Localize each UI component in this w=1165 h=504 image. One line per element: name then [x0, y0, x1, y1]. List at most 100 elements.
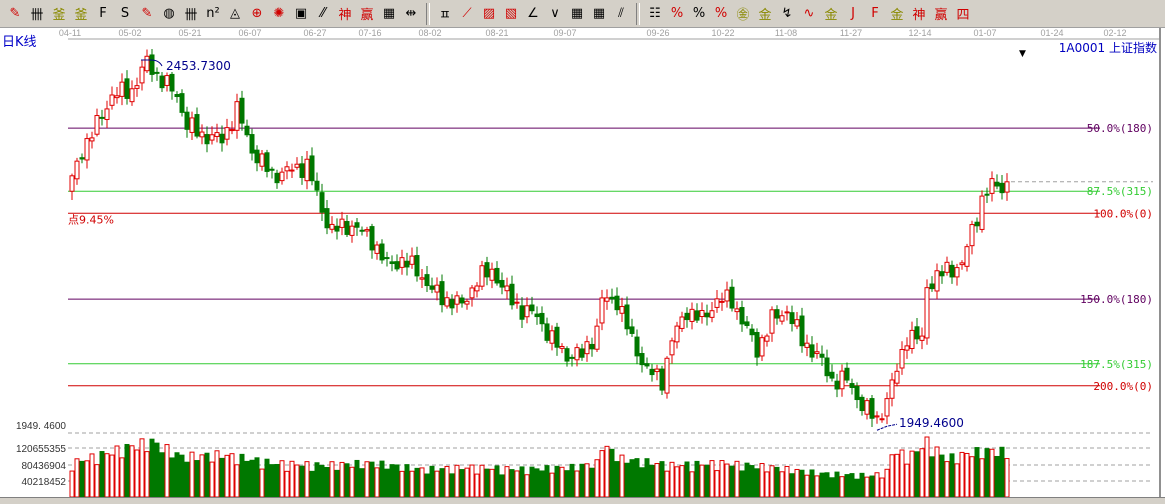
fibonacci-icon[interactable]: F — [99, 6, 107, 21]
volume-bar-up — [419, 467, 425, 497]
angle-icon[interactable]: ∠ — [527, 6, 539, 21]
percent-lines-icon[interactable]: % — [714, 6, 728, 21]
grid-lines-icon[interactable]: 卌 — [30, 8, 44, 23]
volume-bar-down — [424, 473, 430, 497]
list-icon[interactable]: ☷ — [649, 6, 661, 21]
candle-down — [824, 357, 830, 377]
volume-bar-up — [669, 461, 675, 497]
stock-code-name[interactable]: 1A0001 上证指数 — [1058, 41, 1157, 55]
j-angle-icon[interactable]: J — [851, 6, 855, 21]
volume-bar-up — [594, 459, 600, 497]
candle-down — [384, 257, 390, 260]
target-icon[interactable]: ⊕ — [251, 6, 263, 21]
candle-down — [509, 283, 515, 306]
n-squared-icon[interactable]: n² — [206, 6, 220, 21]
god-icon[interactable]: 神 — [338, 8, 352, 23]
triangle-icon[interactable]: ◬ — [230, 6, 240, 21]
candle-up — [1004, 181, 1010, 193]
volume-bar-up — [454, 464, 460, 497]
volume-bar-up — [259, 468, 265, 497]
volume-bar-down — [634, 458, 640, 497]
win-angle-icon[interactable]: 赢 — [934, 8, 948, 23]
volume-axis-label: 120655355 — [16, 444, 66, 455]
four-angle-icon[interactable]: 四 — [956, 8, 970, 23]
candle-down — [99, 116, 105, 119]
god-angle-icon[interactable]: 神 — [912, 8, 926, 23]
gold-box-icon[interactable]: 金 — [824, 8, 838, 23]
zigzag-icon[interactable]: ∨ — [550, 6, 560, 21]
gold-split-icon[interactable]: 釜 — [74, 8, 88, 23]
date-tick: 08-21 — [485, 28, 508, 38]
fan-icon[interactable]: ⟋ — [462, 6, 472, 21]
volume-bar-down — [639, 467, 645, 497]
candle-down — [914, 326, 920, 340]
wave-icon[interactable]: ∿ — [803, 6, 815, 21]
volume-bar-down — [249, 459, 255, 497]
percent-slash-icon[interactable]: % — [670, 6, 684, 21]
speed-lines-icon[interactable]: ⁄⁄ — [320, 6, 326, 21]
candle-down — [389, 261, 395, 265]
candle-up — [189, 117, 195, 133]
pen-icon[interactable]: ✎ — [9, 6, 21, 21]
fan-box-icon[interactable]: ▨ — [482, 6, 496, 21]
candle-down — [269, 168, 275, 171]
circle-icon[interactable]: ◍ — [163, 6, 175, 21]
volume-bar-up — [549, 472, 555, 497]
date-tick: 08-02 — [418, 28, 441, 38]
volume-bar-up — [504, 466, 510, 497]
candle-up — [279, 171, 285, 182]
status-strip — [0, 497, 1165, 504]
candle-up — [764, 335, 770, 342]
period-pen-icon[interactable]: ✎ — [141, 6, 153, 21]
gann-box-icon[interactable]: ▧ — [504, 6, 518, 21]
volume-bar-down — [449, 473, 455, 497]
candle-down — [789, 312, 795, 325]
f-angle-icon[interactable]: F — [871, 6, 879, 21]
candle-down — [659, 368, 665, 391]
volume-bar-down — [629, 459, 635, 497]
volume-bar-down — [379, 460, 385, 497]
candle-up — [109, 94, 115, 106]
gold-angle-icon[interactable]: 金 — [890, 8, 904, 23]
spiral-icon[interactable]: S — [120, 6, 130, 21]
volume-bar-down — [754, 468, 760, 497]
square-grid-icon[interactable]: ▣ — [294, 6, 308, 21]
volume-bar-down — [519, 466, 525, 497]
star-web-icon[interactable]: ✺ — [273, 6, 285, 21]
volume-bar-up — [709, 460, 715, 497]
volume-bar-up — [604, 445, 610, 497]
candle-up — [489, 268, 495, 281]
candle-down — [694, 310, 700, 321]
width-icon[interactable]: ⇹ — [405, 6, 417, 21]
gold-circle-icon[interactable]: ㊎ — [736, 8, 750, 23]
box-icon[interactable]: ㅍ — [439, 8, 451, 23]
parallel-icon[interactable]: ⫽ — [618, 6, 624, 21]
volume-bar-up — [464, 467, 470, 497]
candle-up — [479, 265, 485, 287]
grid-box-icon[interactable]: ▦ — [592, 6, 606, 21]
gold-lines-icon[interactable]: 金 — [758, 8, 772, 23]
gold-ratio-icon[interactable]: 釜 — [52, 8, 66, 23]
candle-down — [809, 344, 815, 358]
percent-icon[interactable]: % — [692, 6, 706, 21]
volume-bar-up — [514, 470, 520, 497]
candle-down — [359, 229, 365, 232]
candle-down — [544, 323, 550, 341]
volume-bar-up — [794, 468, 800, 497]
ruler-icon[interactable]: ▦ — [382, 6, 396, 21]
candle-down — [414, 255, 420, 277]
candle-up — [759, 337, 765, 357]
candle-down — [149, 54, 155, 75]
volume-bar-down — [659, 461, 665, 497]
volume-bar-up — [444, 465, 450, 497]
grid-icon[interactable]: ▦ — [570, 6, 584, 21]
volume-bar-up — [559, 466, 565, 497]
dropdown-triangle-icon[interactable]: ▼ — [1019, 49, 1026, 59]
volume-bar-up — [524, 474, 530, 497]
win-icon[interactable]: 赢 — [360, 8, 374, 23]
volume-bar-up — [399, 470, 405, 497]
arrow-pen-icon[interactable]: ↯ — [781, 6, 793, 21]
candle-down — [819, 353, 825, 358]
cycle-lines-icon[interactable]: 卌 — [184, 8, 198, 23]
volume-bar-down — [624, 462, 630, 497]
